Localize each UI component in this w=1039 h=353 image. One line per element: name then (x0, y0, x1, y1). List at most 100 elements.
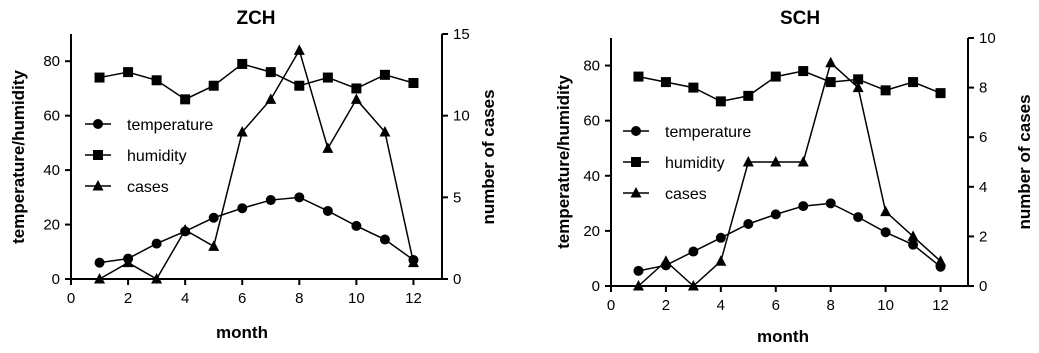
cases-point (770, 156, 782, 167)
legend-marker (631, 157, 641, 167)
temperature-point (208, 212, 219, 223)
y-right-tick-label: 2 (979, 228, 987, 245)
cases-point (852, 81, 864, 93)
cases-point (797, 156, 809, 167)
x-tick-label: 10 (877, 297, 894, 314)
cases-point (322, 142, 334, 153)
temperature-point (294, 192, 305, 203)
legend: temperature humidity cases (85, 117, 213, 196)
x-tick-label: 6 (238, 290, 246, 307)
y-right-tick-label: 10 (979, 30, 996, 47)
x-tick-label: 2 (124, 290, 132, 307)
temperature-point (379, 234, 390, 245)
cases-point (379, 126, 391, 137)
legend-marker (93, 119, 103, 129)
x-tick-label: 10 (348, 290, 365, 307)
legend-label: temperature (127, 117, 213, 134)
y-right-tick-label: 6 (979, 129, 987, 146)
humidity-point (743, 90, 754, 101)
temperature-point (351, 220, 362, 231)
humidity-point (123, 67, 134, 78)
cases-point (935, 255, 947, 266)
temperature-point (237, 203, 248, 214)
legend-label: cases (127, 179, 169, 196)
temperature-point (853, 212, 864, 223)
temperature-point (633, 265, 644, 276)
x-tick-label: 8 (827, 297, 835, 314)
chart-title: SCH (780, 8, 820, 29)
humidity-point (660, 77, 671, 88)
plot-area (94, 44, 419, 284)
temperature-point (798, 201, 809, 212)
temperature-point (770, 209, 781, 220)
humidity-point (208, 80, 219, 91)
cases-point (825, 56, 837, 68)
cases-point (660, 255, 672, 266)
humidity-point (408, 78, 419, 88)
x-tick-label: 4 (717, 297, 725, 314)
y-axis-left-label: temperature/humidity (9, 70, 28, 244)
humidity-point (633, 71, 644, 82)
temperature-line (638, 202, 942, 272)
x-tick-label: 4 (181, 290, 189, 307)
cases-point (407, 256, 419, 268)
humidity-line (638, 70, 941, 103)
cases-point (742, 156, 754, 167)
humidity-point (294, 80, 305, 91)
temperature-point (151, 238, 162, 249)
humidity-point (322, 72, 333, 83)
cases-point (236, 126, 248, 137)
y-axis-right: 0 5 10 15 (441, 26, 470, 288)
x-tick-label: 2 (662, 297, 670, 314)
y-left-tick-label: 20 (583, 223, 600, 240)
temperature-point (688, 246, 699, 257)
temperature-point (715, 232, 726, 243)
cases-point (122, 256, 134, 268)
humidity-point (151, 75, 162, 86)
humidity-point (935, 88, 946, 99)
y-left-tick-label: 40 (583, 168, 600, 185)
temperature-point (908, 239, 919, 250)
temperature-point (743, 219, 754, 229)
legend-marker (93, 150, 103, 160)
temperature-point (265, 195, 276, 206)
y-right-tick-label: 4 (979, 179, 987, 196)
y-left-tick-label: 0 (52, 271, 60, 288)
humidity-point (94, 72, 105, 83)
y-right-tick-label: 15 (453, 26, 470, 43)
y-left-tick-label: 0 (592, 278, 600, 295)
x-axis: 0 2 4 6 8 10 12 (607, 285, 968, 314)
humidity-point (880, 85, 891, 96)
cases-point (880, 205, 892, 217)
temperature-point (825, 198, 836, 209)
humidity-point (908, 77, 919, 88)
y-right-tick-label: 0 (453, 271, 461, 288)
x-tick-label: 8 (295, 290, 303, 307)
x-tick-label: 12 (932, 297, 949, 314)
y-left-tick-label: 80 (43, 53, 60, 70)
y-axis-right-label: number of cases (1015, 94, 1034, 229)
x-axis-label: month (216, 323, 268, 342)
humidity-point (351, 83, 362, 94)
humidity-point (825, 77, 836, 88)
humidity-point (237, 58, 248, 69)
y-axis-right: 0 2 4 6 8 10 (967, 30, 996, 295)
cases-point (179, 224, 191, 235)
y-left-tick-label: 60 (43, 108, 60, 125)
chart-title: ZCH (236, 8, 275, 29)
x-axis-label: month (757, 327, 809, 346)
y-axis-left: 0 20 40 60 80 (43, 34, 72, 288)
x-tick-label: 12 (405, 290, 422, 307)
temperature-point (94, 257, 105, 268)
y-left-tick-label: 20 (43, 217, 60, 234)
y-right-tick-label: 10 (453, 108, 470, 125)
chart-zch: ZCH 0 2 4 6 8 10 12 0 20 40 60 80 0 5 10 15 temperatu… (9, 8, 498, 342)
x-axis: 0 2 4 6 8 10 12 (67, 278, 442, 307)
humidity-point (715, 96, 726, 107)
y-left-tick-label: 80 (583, 58, 600, 75)
legend-label: cases (665, 186, 707, 203)
humidity-line (99, 63, 414, 101)
y-axis-left-label: temperature/humidity (554, 75, 573, 249)
temperature-point (322, 205, 333, 216)
cases-point (208, 240, 220, 251)
